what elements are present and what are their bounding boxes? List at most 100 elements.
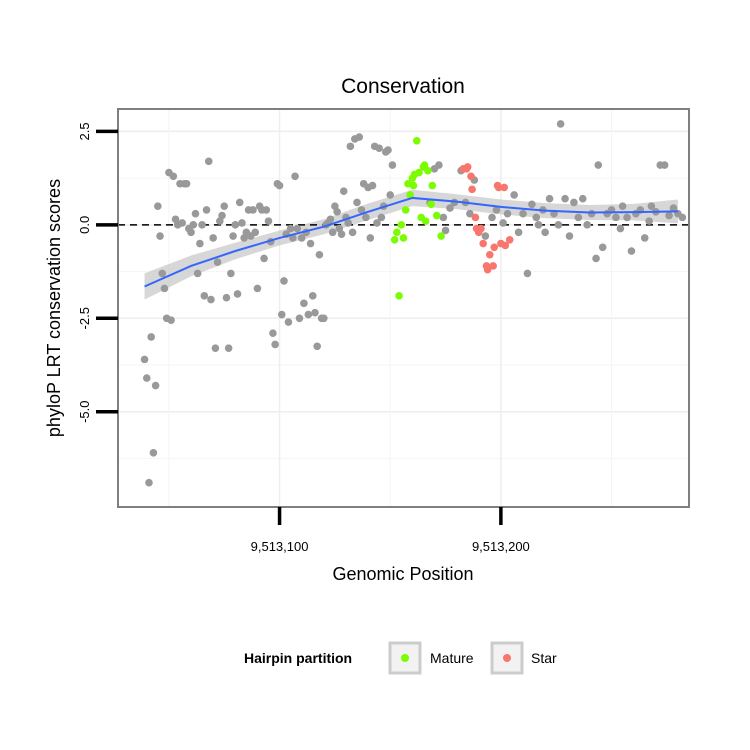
data-point-mature: [399, 234, 408, 242]
data-point-mature: [412, 136, 421, 145]
data-point-other: [193, 269, 202, 278]
data-point-other: [313, 342, 321, 351]
data-point-mature: [432, 211, 441, 220]
data-point-other: [238, 219, 246, 227]
data-point-star: [483, 265, 492, 274]
data-point-other: [147, 333, 155, 341]
data-point-mature: [428, 181, 437, 190]
data-point-other: [304, 310, 313, 319]
legend-title: Hairpin partition: [244, 650, 352, 666]
data-point-star: [468, 185, 476, 194]
data-point-other: [618, 202, 627, 210]
data-point-other: [158, 269, 167, 278]
legend-label-star: Star: [531, 650, 557, 666]
data-point-other: [446, 204, 454, 212]
data-point-other: [142, 374, 151, 382]
data-point-other: [264, 217, 273, 225]
data-point-other: [320, 314, 328, 323]
data-point-other: [384, 146, 392, 154]
data-point-mature: [415, 168, 423, 177]
data-point-other: [373, 219, 381, 227]
y-axis-title: phyloP LRT conservation scores: [44, 179, 64, 437]
data-point-star: [486, 250, 494, 259]
data-point-other: [211, 344, 220, 352]
data-point-other: [665, 211, 673, 220]
smooth-line-path: [144, 196, 678, 288]
data-point-other: [249, 206, 257, 214]
data-point-other: [337, 230, 346, 238]
data-point-other: [328, 228, 337, 237]
data-point-other: [355, 133, 364, 141]
data-point-other: [218, 211, 226, 220]
data-point-other: [286, 224, 295, 233]
y-tick-label: -2.5: [77, 307, 92, 329]
data-point-other: [616, 224, 625, 233]
data-point-other: [583, 221, 591, 229]
data-point-mature: [395, 292, 403, 300]
data-point-other: [207, 295, 215, 304]
data-point-other: [235, 198, 244, 207]
data-point-other: [594, 161, 603, 169]
data-point-mature: [424, 166, 432, 175]
data-point-other: [269, 329, 277, 338]
data-point-other: [220, 202, 229, 210]
data-point-other: [182, 179, 191, 188]
data-point-star: [479, 239, 487, 248]
data-point-other: [306, 239, 315, 248]
data-point-star: [489, 262, 497, 270]
data-point-other: [202, 206, 211, 214]
data-point-other: [333, 207, 341, 216]
x-axis-title: Genomic Position: [332, 564, 473, 584]
data-point-other: [233, 290, 242, 298]
data-point-other: [262, 206, 271, 214]
y-axis-ticks: 2.5 0.0 -2.5 -5.0: [77, 122, 118, 423]
x-tick-label: 9,513,200: [472, 539, 530, 554]
data-point-other: [297, 234, 306, 242]
confidence-band-area: [144, 189, 678, 300]
data-point-other: [377, 213, 386, 222]
data-point-other: [189, 221, 198, 229]
x-tick-label: 9,513,100: [251, 539, 309, 554]
data-point-other: [519, 209, 527, 218]
data-point-other: [271, 340, 279, 349]
data-point-other: [362, 213, 370, 222]
data-point-other: [439, 213, 448, 222]
data-point-other: [160, 284, 169, 293]
data-point-other: [277, 310, 286, 319]
data-point-other: [570, 198, 578, 207]
data-point-mature: [393, 228, 401, 237]
data-point-other: [598, 243, 607, 252]
data-point-other: [627, 247, 636, 255]
data-point-other: [556, 120, 565, 128]
legend: Hairpin partition Mature Star: [244, 641, 557, 675]
data-point-other: [315, 250, 324, 259]
data-point-other: [339, 187, 348, 196]
data-point-other: [499, 219, 507, 227]
data-point-other: [481, 232, 490, 240]
data-point-other: [441, 226, 450, 235]
data-points: [140, 120, 687, 487]
data-point-other: [213, 258, 222, 267]
legend-key-star: [490, 641, 524, 675]
data-point-other: [565, 232, 574, 240]
data-point-other: [587, 209, 596, 218]
data-point-star: [463, 163, 472, 171]
chart-title: Conservation: [341, 75, 465, 98]
data-point-other: [435, 161, 443, 169]
data-point-other: [541, 228, 549, 237]
data-point-other: [375, 144, 383, 153]
data-point-mature: [421, 217, 430, 225]
data-point-other: [346, 142, 355, 151]
data-point-star: [477, 224, 485, 233]
data-point-other: [178, 219, 186, 227]
data-point-other: [357, 206, 366, 214]
data-point-other: [260, 254, 268, 263]
smooth-line: [144, 196, 678, 288]
data-point-other: [149, 449, 158, 457]
data-point-other: [291, 172, 299, 181]
data-point-other: [528, 200, 536, 209]
data-point-other: [145, 478, 153, 487]
data-point-other: [308, 292, 317, 300]
